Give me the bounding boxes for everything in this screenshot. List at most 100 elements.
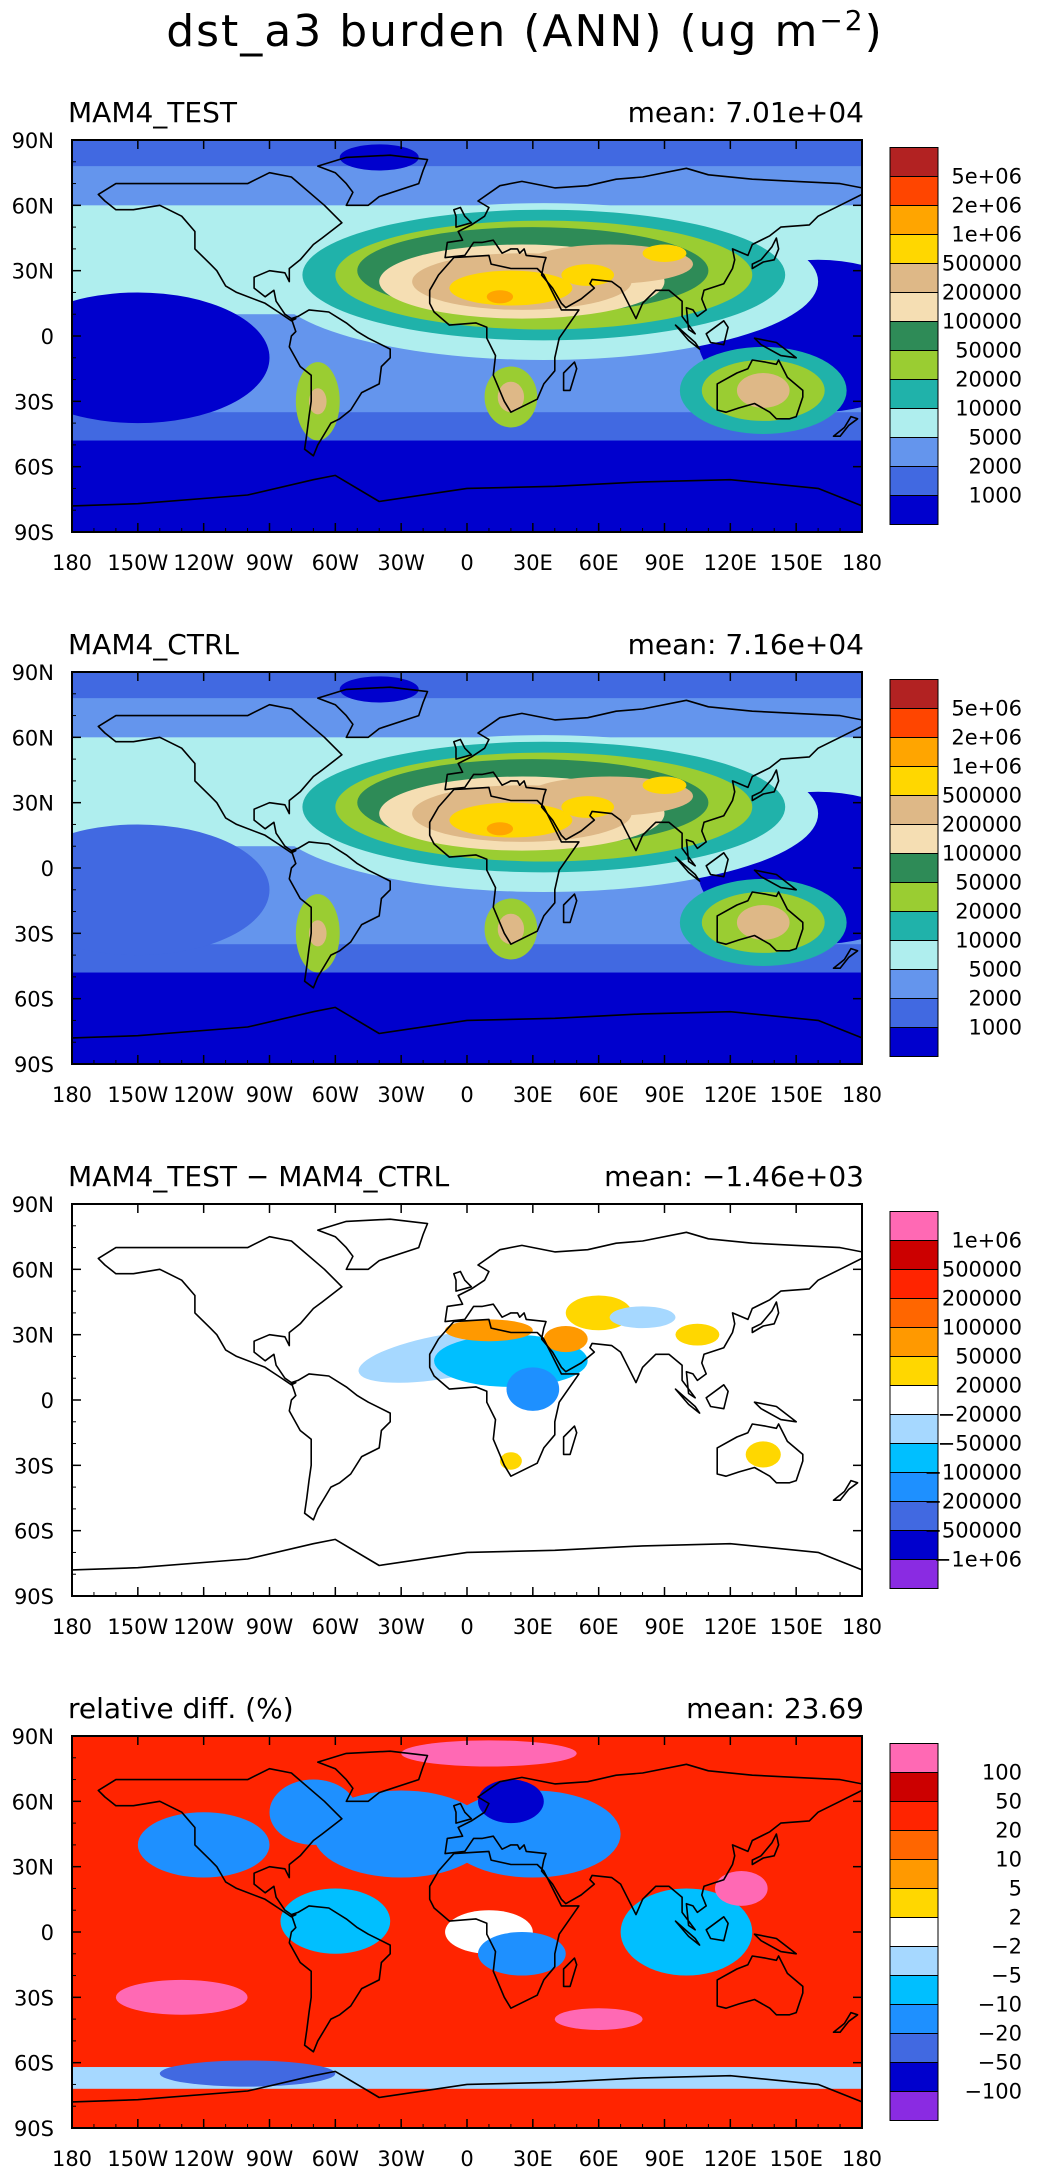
new-guinea-outline xyxy=(753,869,797,891)
kalahari-positive xyxy=(499,1452,522,1470)
field-background xyxy=(72,1204,862,1596)
x-tick-label: 120E xyxy=(704,2147,757,2171)
y-tick-label: 30N xyxy=(12,260,54,284)
colorbar-label: 1e+06 xyxy=(951,1229,1022,1253)
x-tick-label: 120W xyxy=(173,1083,234,1107)
colorbar-swatch xyxy=(889,824,939,854)
x-tick-label: 120W xyxy=(173,551,234,575)
colorbar-label: 10 xyxy=(995,1848,1022,1872)
y-tick-label: 60N xyxy=(12,726,54,750)
new-zealand-outline xyxy=(832,947,859,969)
colorbar-label: 10000 xyxy=(955,929,1022,953)
colorbar-swatch xyxy=(889,1385,939,1415)
map-panel-4: relative diff. (%) mean: 23.69 180 150W 120W… xyxy=(12,1692,1022,2171)
colorbar-label: −2 xyxy=(991,1935,1022,1959)
japan-outline xyxy=(751,769,780,802)
colorbar-swatch xyxy=(889,882,939,912)
colorbar-swatch xyxy=(889,2004,939,2034)
north-africa-positive xyxy=(445,1319,533,1342)
madagascar-outline xyxy=(562,1957,578,1988)
colorbar-label: 50000 xyxy=(955,871,1022,895)
colorbar-label: −20 xyxy=(978,2022,1022,2046)
colorbar-label: −100 xyxy=(964,2080,1022,2104)
colorbar-swatch xyxy=(889,379,939,409)
contour-field xyxy=(72,1204,862,1596)
x-tick-label: 90W xyxy=(246,551,294,575)
colorbar-label: 2000 xyxy=(969,455,1022,479)
x-tick-label: 180 xyxy=(842,551,882,575)
colorbar-swatch xyxy=(889,292,939,322)
colorbar-label: 2 xyxy=(1009,1906,1022,1930)
south-pacific-maximum xyxy=(115,1979,248,2015)
y-tick-label: 0 xyxy=(41,857,54,881)
x-tick-label: 180 xyxy=(842,1083,882,1107)
pacific-south-minimum xyxy=(72,292,270,424)
map: 180 150W 120W 90W 60W 30W 0 30E 60E 90E 120E 150E 18… xyxy=(12,661,882,1107)
y-tick-label: 90S xyxy=(14,1053,54,1077)
sumatra-outline xyxy=(674,324,701,350)
sahel-negative xyxy=(506,1367,560,1411)
colorbar-label: 500000 xyxy=(942,252,1022,276)
greenland-outline xyxy=(317,1750,429,1803)
x-tick-label: 30W xyxy=(377,1083,425,1107)
colorbar-swatch xyxy=(889,1801,939,1831)
pacific-south-minimum xyxy=(72,824,270,956)
colorbar-swatch xyxy=(889,1859,939,1889)
x-tick-label: 0 xyxy=(460,551,473,575)
china-positive xyxy=(675,1323,720,1346)
colorbar-label: −100000 xyxy=(924,1461,1022,1485)
colorbar-swatch xyxy=(889,495,939,525)
borneo-outline xyxy=(705,852,729,878)
north-america-outline xyxy=(97,1767,343,1918)
taklimakan-500000 xyxy=(642,776,687,794)
x-tick-label: 120E xyxy=(704,551,757,575)
x-tick-label: 30W xyxy=(377,2147,425,2171)
x-tick-label: 150W xyxy=(107,2147,168,2171)
bodele-1e6 xyxy=(486,822,514,836)
uk-outline xyxy=(453,1270,473,1292)
greenland-outline xyxy=(317,154,429,207)
panel-title: MAM4_TEST − MAM4_CTRL xyxy=(68,1160,450,1193)
y-tick-label: 90N xyxy=(12,661,54,685)
x-tick-label: 30W xyxy=(377,1615,425,1639)
colorbar-swatch xyxy=(889,437,939,467)
y-tick-label: 90S xyxy=(14,1585,54,1609)
new-guinea-outline xyxy=(753,1401,797,1423)
borneo-outline xyxy=(705,1384,729,1410)
colorbar-label: 1000 xyxy=(969,1016,1022,1040)
taklimakan-500000 xyxy=(642,244,687,262)
new-guinea-outline xyxy=(753,1933,797,1955)
contour-field xyxy=(72,672,862,1064)
arabia-500000 xyxy=(561,796,615,818)
north-america-outline xyxy=(97,1235,343,1386)
x-tick-label: 90E xyxy=(645,1083,685,1107)
y-tick-label: 0 xyxy=(41,325,54,349)
north-america-outline xyxy=(97,703,343,854)
colorbar-swatch xyxy=(889,1240,939,1270)
colorbar-swatch xyxy=(889,234,939,264)
sumatra-outline xyxy=(674,856,701,882)
colorbar-label: 2000 xyxy=(969,987,1022,1011)
new-zealand-outline xyxy=(832,415,859,437)
australia-200000 xyxy=(736,373,790,408)
y-tick-label: 30N xyxy=(12,1324,54,1348)
x-tick-label: 60E xyxy=(579,2147,619,2171)
map: 180 150W 120W 90W 60W 30W 0 30E 60E 90E 120E 150E 18… xyxy=(12,1725,882,2171)
colorbar-swatch xyxy=(889,940,939,970)
x-tick-label: 150W xyxy=(107,1615,168,1639)
colorbar-label: 50000 xyxy=(955,339,1022,363)
x-tick-label: 60E xyxy=(579,1083,619,1107)
colorbar-label: 2e+06 xyxy=(951,194,1022,218)
colorbar-swatch xyxy=(889,1414,939,1444)
x-tick-label: 180 xyxy=(52,1615,92,1639)
x-tick-label: 180 xyxy=(52,2147,92,2171)
x-tick-label: 0 xyxy=(460,1083,473,1107)
amazon-negative xyxy=(280,1888,391,1954)
y-tick-label: 30N xyxy=(12,1856,54,1880)
colorbar-label: −1e+06 xyxy=(934,1548,1022,1572)
x-tick-label: 30E xyxy=(513,1083,553,1107)
x-tick-label: 60W xyxy=(312,1083,360,1107)
japan-outline xyxy=(751,1833,780,1866)
colorbar-swatch xyxy=(889,998,939,1028)
eurasia-outline xyxy=(444,1763,862,1931)
